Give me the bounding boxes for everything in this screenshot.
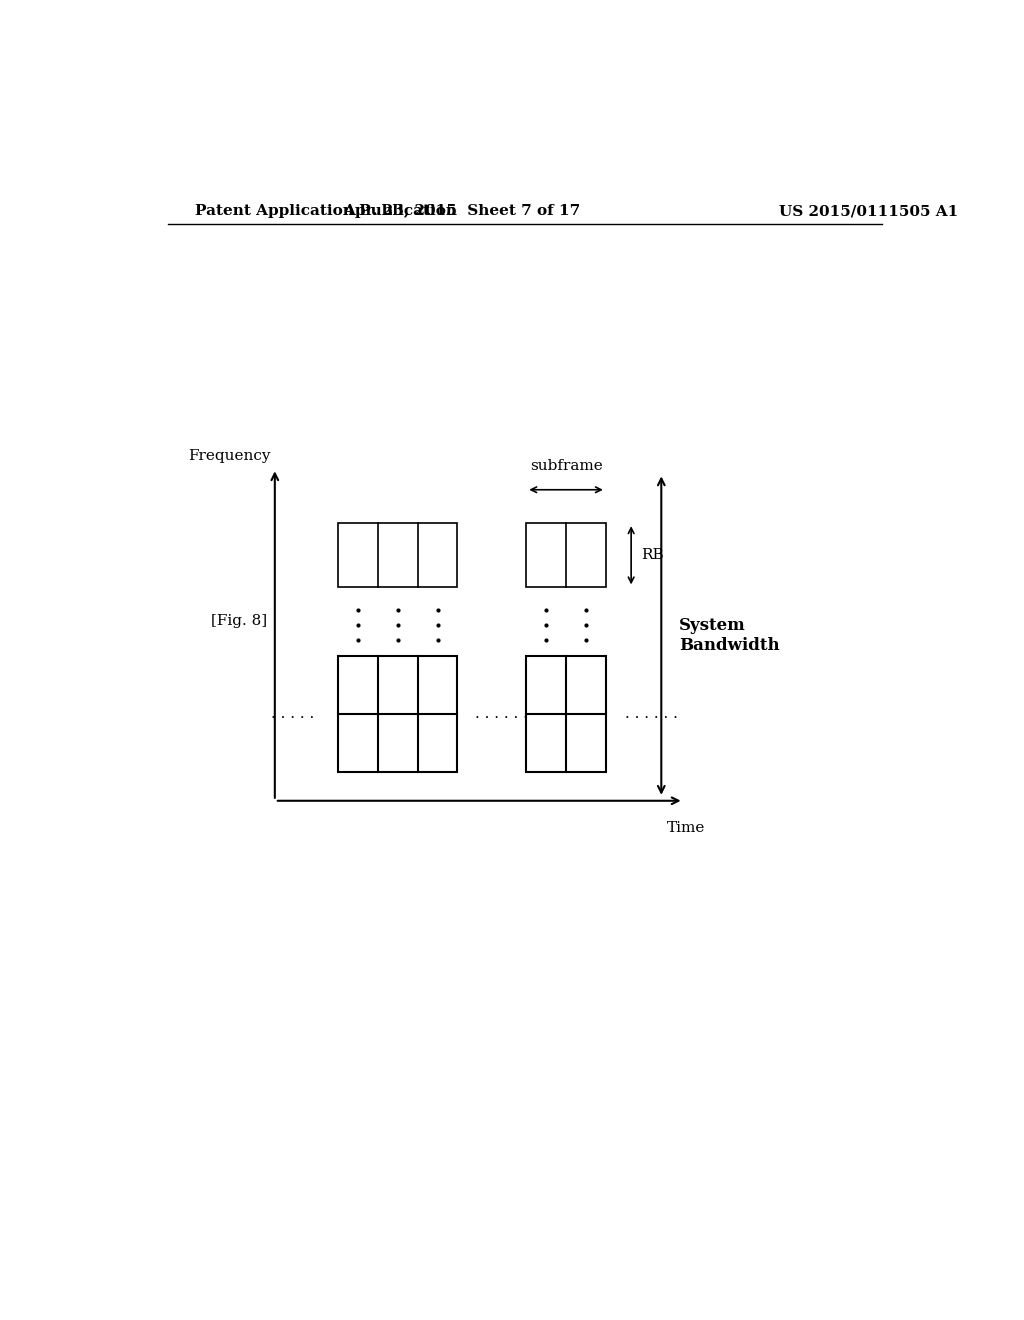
Text: RB: RB (641, 548, 664, 562)
Text: [Fig. 8]: [Fig. 8] (211, 614, 267, 628)
Text: subframe: subframe (529, 459, 602, 474)
Bar (338, 656, 458, 772)
Bar (526, 523, 606, 587)
Text: US 2015/0111505 A1: US 2015/0111505 A1 (778, 205, 958, 218)
Text: System
Bandwidth: System Bandwidth (679, 618, 779, 653)
Text: . . . . . .: . . . . . . (626, 708, 678, 721)
Text: Time: Time (667, 821, 706, 836)
Bar (526, 656, 606, 772)
Text: Patent Application Publication: Patent Application Publication (196, 205, 458, 218)
Text: Apr. 23, 2015  Sheet 7 of 17: Apr. 23, 2015 Sheet 7 of 17 (343, 205, 580, 218)
Text: Frequency: Frequency (188, 449, 270, 463)
Text: . . . . . .: . . . . . . (474, 708, 527, 721)
Text: . . . . .: . . . . . (270, 708, 314, 721)
Bar (338, 523, 458, 587)
